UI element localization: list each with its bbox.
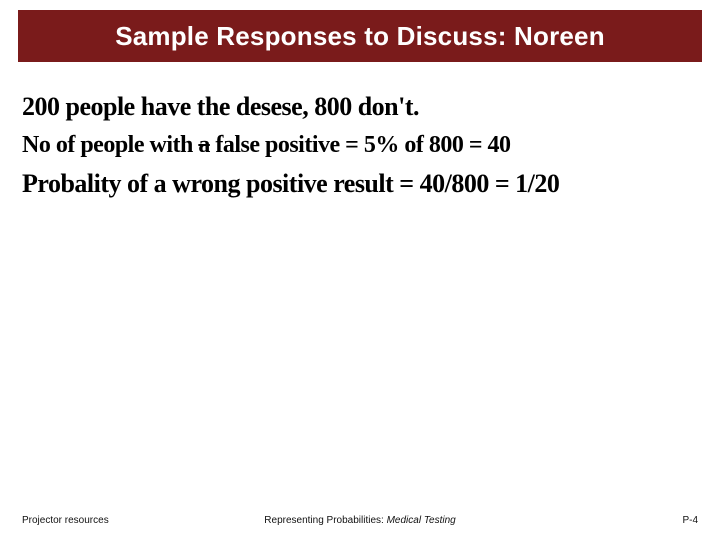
title-bar: Sample Responses to Discuss: Noreen <box>18 10 702 62</box>
line2-strike: a <box>198 132 210 158</box>
handwriting-line-2: No of people with a false positive = 5% … <box>22 132 698 159</box>
slide-title: Sample Responses to Discuss: Noreen <box>115 21 605 52</box>
line2-part-b: false positive = 5% of 800 = 40 <box>210 132 511 158</box>
footer-center: Representing Probabilities: Medical Test… <box>264 515 455 526</box>
footer-center-italic: Medical Testing <box>387 515 456 526</box>
slide: Sample Responses to Discuss: Noreen 200 … <box>0 0 720 540</box>
footer-center-plain: Representing Probabilities: <box>264 515 386 526</box>
handwriting-line-3: Probality of a wrong positive result = 4… <box>22 169 698 199</box>
footer-left: Projector resources <box>22 515 109 526</box>
handwritten-content: 200 people have the desese, 800 don't. N… <box>22 92 698 209</box>
line2-part-a: No of people with <box>22 132 198 158</box>
footer-right: P-4 <box>682 515 698 526</box>
footer: Projector resources Representing Probabi… <box>22 515 698 526</box>
line1-part-a: 200 people <box>22 92 135 121</box>
line1-part-b: have the desese, 800 don't. <box>135 92 419 121</box>
handwriting-line-1: 200 people have the desese, 800 don't. <box>22 92 698 122</box>
